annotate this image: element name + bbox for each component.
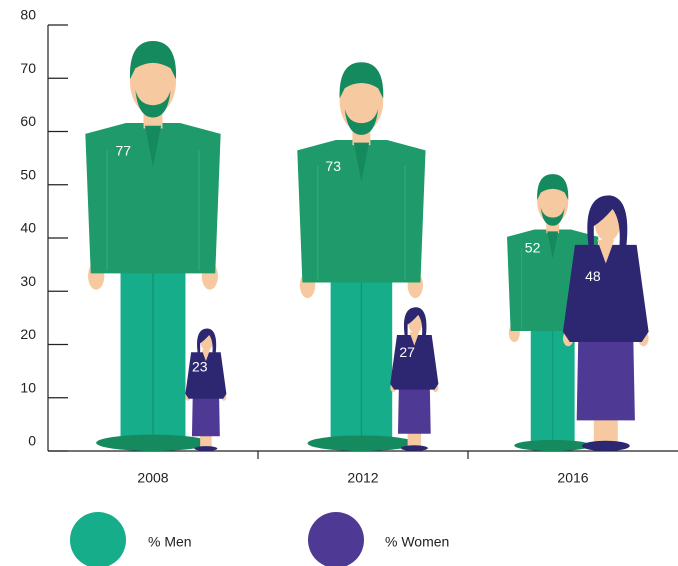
x-tick-label: 2012 <box>347 470 378 486</box>
legend-label: % Women <box>385 534 449 550</box>
y-tick-label: 60 <box>20 113 36 129</box>
y-tick-label: 20 <box>20 326 36 342</box>
legend-label: % Men <box>148 534 192 550</box>
skirt <box>577 332 635 421</box>
value-label: 48 <box>585 268 601 284</box>
chart: 0 10 20 30 40 50 60 70 80 2008 77 23 2012 73 27 2016 52 4… <box>0 0 678 566</box>
x-tick-label: 2016 <box>557 470 588 486</box>
value-label: 27 <box>399 344 415 360</box>
y-tick-label: 80 <box>20 7 36 23</box>
y-tick-label: 50 <box>20 166 36 182</box>
value-label: 77 <box>115 142 131 158</box>
y-tick-label: 40 <box>20 220 36 236</box>
value-label: 23 <box>192 358 208 374</box>
value-label: 52 <box>525 240 541 256</box>
shoes <box>582 441 630 451</box>
woman-figure <box>390 307 438 451</box>
skirt <box>192 394 220 436</box>
skirt <box>398 384 431 434</box>
woman-figure <box>185 329 226 451</box>
y-tick-label: 10 <box>20 379 36 395</box>
feet <box>308 435 416 451</box>
shoes <box>401 445 428 451</box>
legend-swatch <box>70 512 126 566</box>
shoes <box>194 446 217 451</box>
y-tick-label: 30 <box>20 273 36 289</box>
y-tick-label: 0 <box>28 433 36 449</box>
feet <box>96 435 210 451</box>
feet <box>514 440 591 451</box>
x-tick-label: 2008 <box>137 470 168 486</box>
legend-swatch <box>308 512 364 566</box>
y-tick-label: 70 <box>20 60 36 76</box>
value-label: 73 <box>325 158 341 174</box>
